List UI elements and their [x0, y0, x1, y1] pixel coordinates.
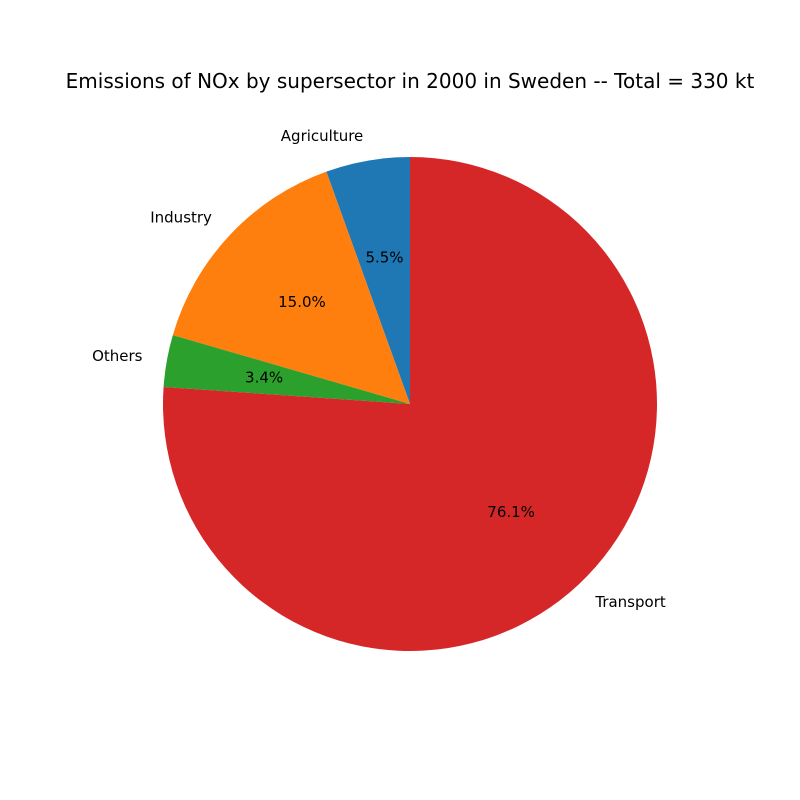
- pie-slice-transport: [163, 157, 657, 651]
- slice-label-transport: Transport: [594, 593, 666, 611]
- pct-label-others: 3.4%: [245, 369, 283, 387]
- slice-label-industry: Industry: [150, 209, 212, 227]
- pct-label-industry: 15.0%: [278, 293, 326, 311]
- pie-slices: [163, 157, 657, 651]
- pie-slice-agriculture: [326, 157, 410, 404]
- pie-labels: Agriculture 5.5% Industry 15.0% Others 3.4% Tr…: [92, 127, 666, 611]
- pct-label-agriculture: 5.5%: [365, 249, 403, 267]
- pie-slice-others: [163, 335, 410, 404]
- slice-label-others: Others: [92, 347, 143, 365]
- chart-title: Emissions of NOx by supersector in 2000 …: [66, 69, 755, 93]
- pct-label-transport: 76.1%: [487, 503, 535, 521]
- slice-label-agriculture: Agriculture: [281, 127, 364, 145]
- pie-slice-industry: [172, 171, 410, 404]
